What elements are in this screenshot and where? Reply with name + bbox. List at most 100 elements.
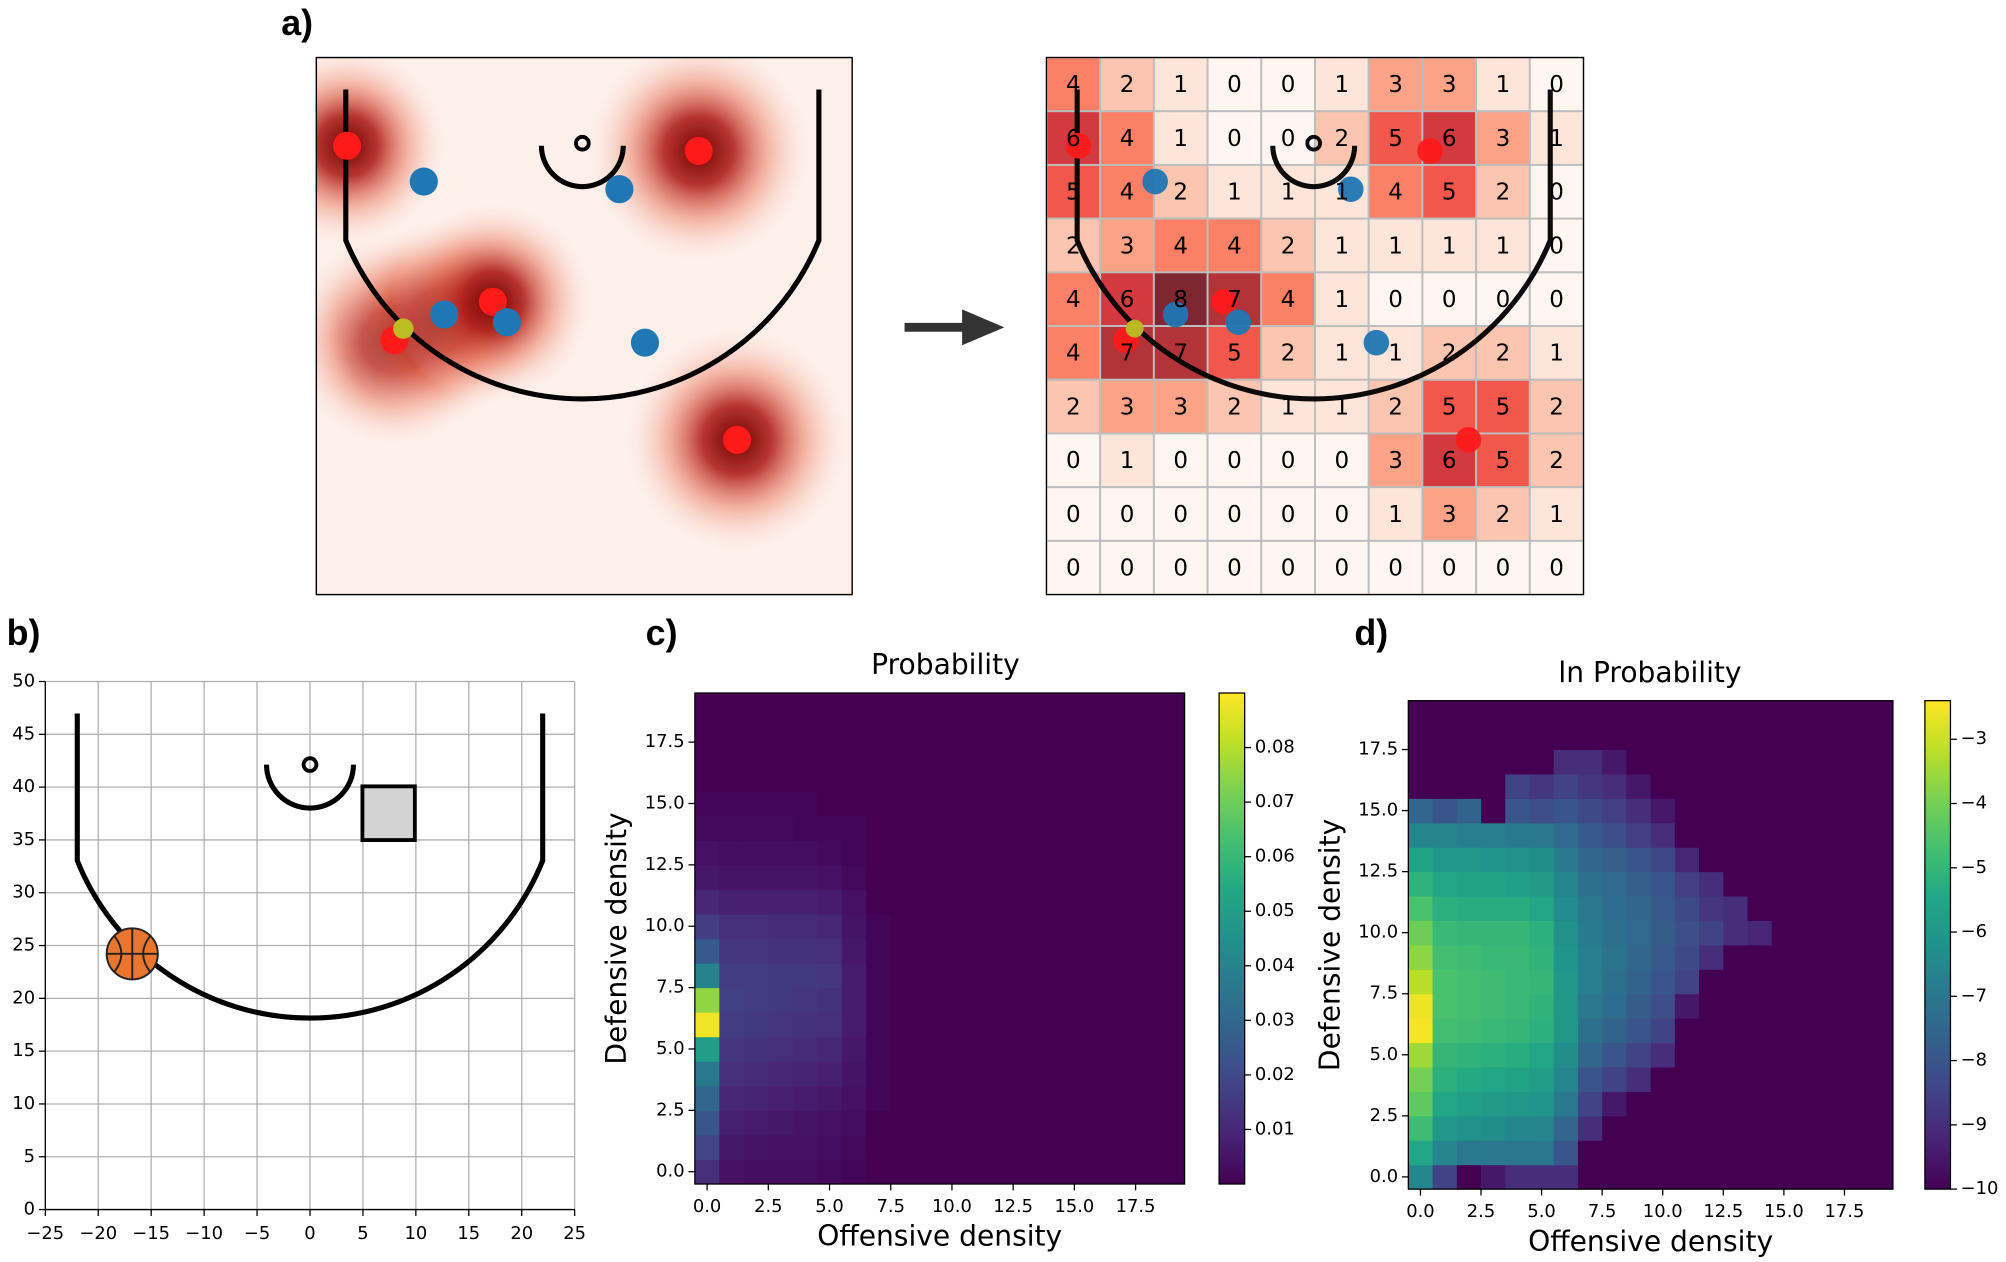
heat-cell <box>1013 963 1039 989</box>
heat-cell <box>1796 1042 1821 1068</box>
cell-count: 0 <box>1227 555 1242 581</box>
heat-cell <box>1699 847 1724 873</box>
heat-cell <box>1160 840 1186 866</box>
colorbar-tick-label: 0.02 <box>1255 1064 1295 1085</box>
heat-cell <box>964 693 990 719</box>
heat-cell <box>1013 791 1039 817</box>
heat-cell <box>1481 896 1506 921</box>
heat-cell <box>1111 840 1137 866</box>
under-layer <box>44 56 1952 1211</box>
heat-cell <box>1868 993 1894 1019</box>
heat-cell <box>1481 700 1506 726</box>
heat-cell <box>1013 938 1039 964</box>
heat-cell <box>915 791 941 817</box>
heat-cell <box>1674 1164 1700 1190</box>
heat-cell <box>1013 864 1039 890</box>
heat-cell <box>1771 896 1797 921</box>
heat-cell <box>768 1012 794 1038</box>
colorbar-tick-label: −10 <box>1961 1178 1999 1199</box>
heat-cell <box>768 938 794 964</box>
heat-cell <box>890 963 916 989</box>
heat-cell <box>1650 1067 1676 1092</box>
heat-cell <box>1577 1164 1603 1190</box>
grid-cell <box>1314 378 1370 435</box>
heat-cell <box>1013 766 1039 792</box>
heat-cell <box>841 766 867 792</box>
arrow-head <box>962 309 1005 346</box>
heat-cell <box>1432 1164 1458 1190</box>
heat-cell <box>1699 920 1724 946</box>
heat-cell <box>915 913 941 940</box>
heat-cell <box>841 1110 867 1136</box>
cell-count: 5 <box>1496 448 1511 474</box>
heat-cell <box>1771 871 1797 897</box>
offense-player <box>684 136 713 165</box>
heat-cell <box>1868 749 1894 775</box>
heat-cell <box>1577 920 1603 946</box>
heat-cell <box>1111 693 1137 719</box>
heat-cell <box>1674 1091 1700 1117</box>
heat-cell <box>1086 987 1112 1013</box>
cell-count: 7 <box>1173 341 1188 367</box>
heat-cell <box>1529 798 1555 824</box>
x-tick-label: 17.5 <box>1116 1196 1156 1217</box>
defense-player <box>1225 309 1252 335</box>
heat-cell <box>743 1134 769 1160</box>
heat-cell <box>1723 920 1749 946</box>
heat-cell <box>1408 1067 1434 1092</box>
x-tick-label: 7.5 <box>1588 1201 1616 1222</box>
heat-cell <box>1408 1164 1434 1190</box>
heat-cell <box>719 938 745 964</box>
heat-cell <box>1037 717 1063 743</box>
cell-count: 3 <box>1120 394 1135 420</box>
heat-cell <box>792 1085 818 1111</box>
colorbar-tick-label: 0.08 <box>1255 737 1295 758</box>
heat-cell <box>1674 969 1700 995</box>
heat-cell <box>792 963 818 989</box>
heat-cell <box>988 963 1014 989</box>
heat-cell <box>1868 1164 1894 1190</box>
heat-cell <box>1111 987 1137 1013</box>
y-tick-label: 15.0 <box>645 792 685 813</box>
heat-cell <box>1626 700 1652 726</box>
colorbar-tick-label: 0.07 <box>1255 791 1295 812</box>
x-tick-label: 25 <box>563 1223 586 1244</box>
cell-count: 1 <box>1442 233 1457 259</box>
heat-cell <box>694 1012 720 1038</box>
heat-cell <box>939 938 965 964</box>
heat-cell <box>1160 938 1186 964</box>
heat-cell <box>939 1036 965 1062</box>
heat-cell <box>841 913 867 940</box>
heat-cell <box>1796 1091 1821 1117</box>
heat-cell <box>1747 1091 1773 1117</box>
heat-cell <box>1481 944 1506 970</box>
heat-cell <box>1111 791 1137 817</box>
cell-count: 0 <box>1173 448 1188 474</box>
heat-cell <box>939 1134 965 1160</box>
cell-count: 2 <box>1496 180 1511 206</box>
heat-cell <box>719 717 745 743</box>
heat-cell <box>1037 1012 1063 1038</box>
heat-cell <box>1699 700 1724 726</box>
heat-cell <box>694 1110 720 1136</box>
heat-cell <box>939 889 965 915</box>
heat-cell <box>1796 1067 1821 1092</box>
defense-player <box>1142 168 1168 195</box>
cell-count: 1 <box>1496 72 1511 98</box>
heat-cell <box>768 1085 794 1111</box>
heat-cell <box>817 987 843 1013</box>
offense-player <box>1065 132 1092 159</box>
heat-cell <box>1747 1115 1773 1141</box>
heat-cell <box>890 840 916 866</box>
heat-cell <box>915 1134 941 1160</box>
x-tick-label: 12.5 <box>1703 1201 1743 1222</box>
heat-cell <box>1086 1012 1112 1038</box>
heat-cell <box>866 766 892 792</box>
heat-cell <box>694 987 720 1013</box>
y-tick-label: 5.0 <box>656 1038 684 1059</box>
y-tick-label: 12.5 <box>1358 861 1398 882</box>
heat-cell <box>1747 700 1773 726</box>
heat-cell <box>1505 944 1530 970</box>
heat-cell <box>964 864 990 890</box>
heat-cell <box>890 1061 916 1087</box>
